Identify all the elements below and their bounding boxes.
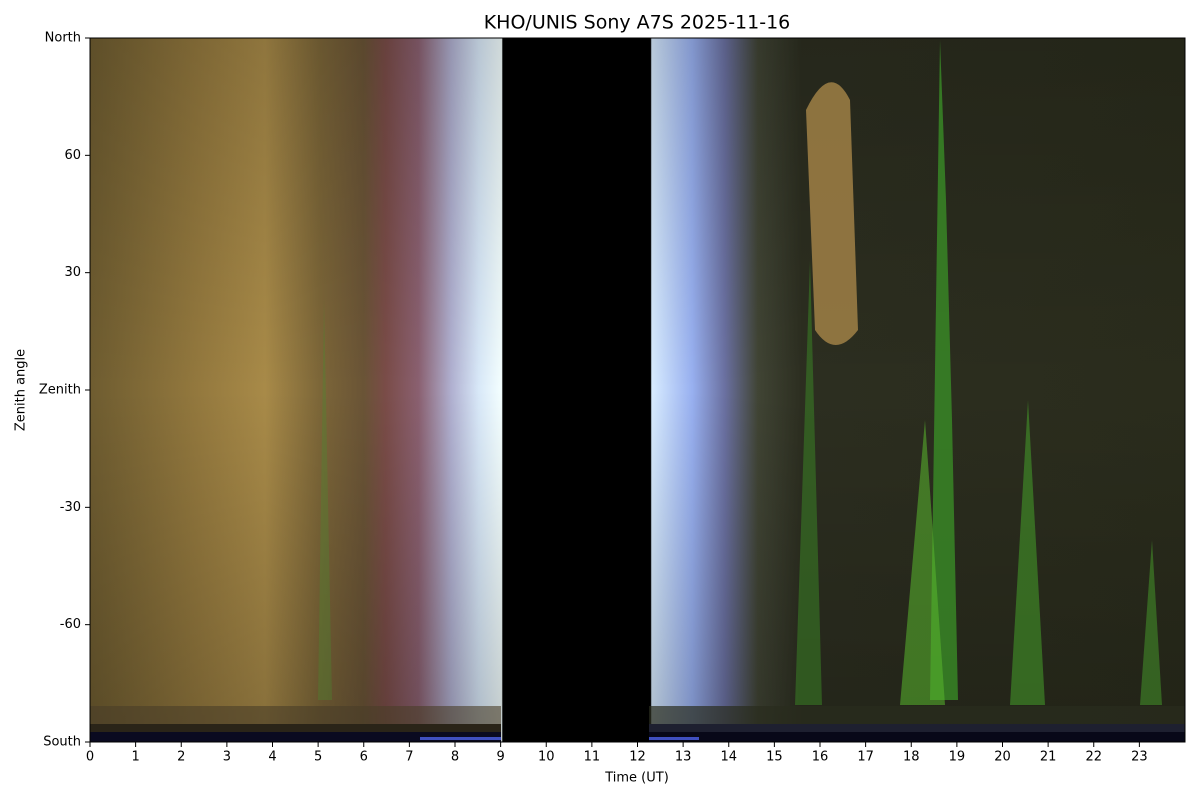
x-tick-label: 15 [766,750,783,765]
y-tick-label: -60 [60,617,81,632]
y-tick-label: Zenith [39,383,81,398]
x-tick-label: 18 [903,750,920,765]
chart-title: KHO/UNIS Sony A7S 2025-11-16 [484,12,791,34]
y-tick-label: South [43,735,81,750]
x-tick-label: 12 [629,750,646,765]
x-tick-label: 9 [496,750,504,765]
x-tick-label: 8 [451,750,459,765]
x-tick-label: 0 [86,750,94,765]
x-tick-label: 11 [584,750,601,765]
x-tick-label: 3 [223,750,231,765]
x-tick-label: 2 [177,750,185,765]
x-tick-label: 16 [812,750,829,765]
x-tick-label: 14 [720,750,737,765]
x-tick-label: 20 [994,750,1011,765]
x-tick-label: 23 [1131,750,1148,765]
x-tick-label: 4 [268,750,276,765]
x-tick-label: 17 [857,750,874,765]
x-tick-label: 7 [405,750,413,765]
x-tick-label: 5 [314,750,322,765]
keogram-image [90,38,1185,742]
x-tick-label: 1 [131,750,139,765]
x-tick-label: 13 [675,750,692,765]
y-axis-label: Zenith angle [14,349,29,431]
y-tick-label: 30 [64,265,81,280]
y-tick-label: North [45,31,81,46]
x-tick-label: 22 [1085,750,1102,765]
x-tick-label: 19 [949,750,966,765]
y-tick-label: -30 [60,500,81,515]
x-tick-label: 6 [360,750,368,765]
x-tick-label: 10 [538,750,555,765]
y-tick-label: 60 [64,148,81,163]
x-tick-label: 21 [1040,750,1057,765]
x-axis-label: Time (UT) [604,771,669,786]
